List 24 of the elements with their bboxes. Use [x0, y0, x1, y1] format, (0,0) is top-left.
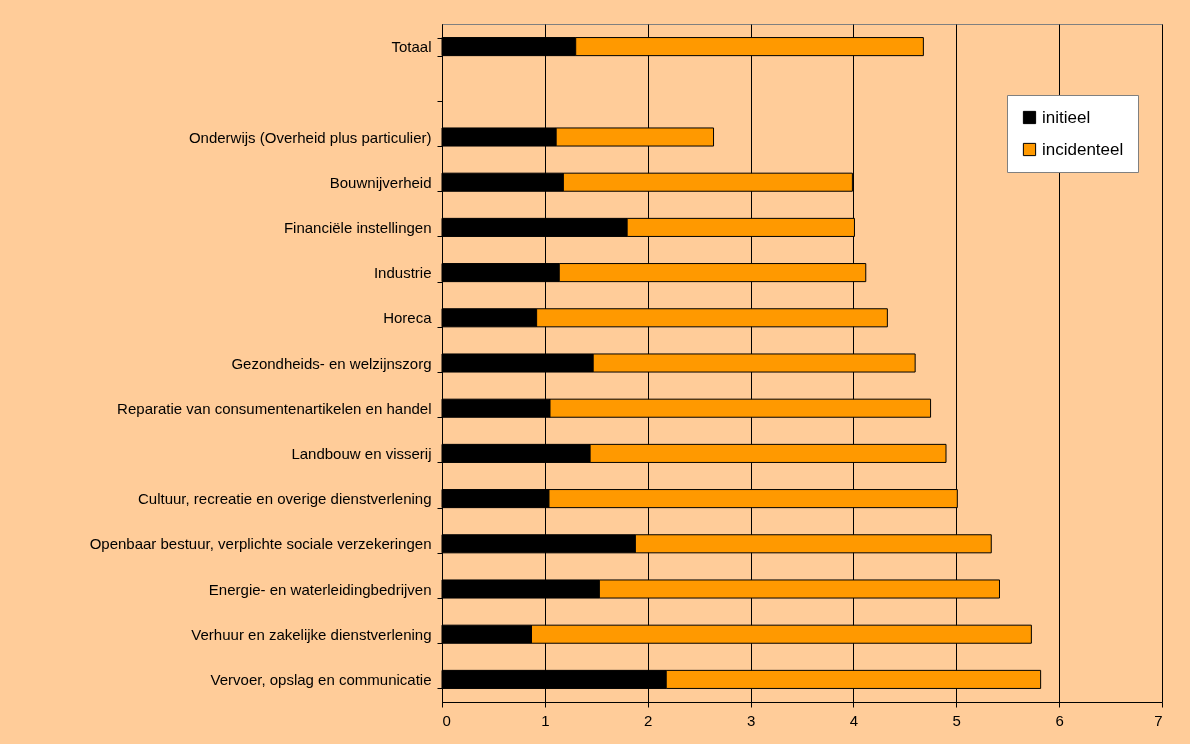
- x-tick-label: 5: [952, 711, 961, 729]
- legend-label: initieel: [1042, 107, 1091, 127]
- y-tick-label: Cultuur, recreatie en overige dienstverlening: [137, 490, 432, 508]
- x-tick-label: 4: [849, 711, 859, 729]
- y-tick-label: Financiële instellingen: [283, 218, 432, 236]
- x-tick-label: 1: [541, 711, 550, 729]
- y-tick-label: Reparatie van consumentenartikelen en handel: [117, 399, 432, 417]
- x-tick-label: 0: [442, 711, 451, 729]
- y-tick-label: Vervoer, opslag en communicatie: [210, 670, 432, 688]
- y-tick-label: Energie- en waterleidingbedrijven: [208, 580, 432, 598]
- y-tick-label: Onderwijs (Overheid plus particulier): [188, 128, 432, 146]
- y-tick-label: Verhuur en zakelijke dienstverlening: [191, 625, 432, 643]
- y-tick-label: Horeca: [383, 309, 433, 327]
- x-tick-label: 6: [1055, 711, 1064, 729]
- x-tick-label: 7: [1154, 711, 1163, 729]
- x-tick-label: 3: [746, 711, 756, 729]
- y-tick-label: Openbaar bestuur, verplichte sociale verzekeringen: [89, 535, 432, 553]
- y-tick-label: Gezondheids- en welzijnszorg: [231, 354, 432, 372]
- y-tick-label: Totaal: [391, 38, 432, 56]
- y-tick-label: Landbouw en visserij: [291, 444, 432, 462]
- legend-label: incidenteel: [1042, 139, 1124, 159]
- y-tick-label: Bouwnijverheid: [329, 173, 432, 191]
- y-tick-label: Industrie: [373, 264, 432, 282]
- x-tick-label: 2: [644, 711, 653, 729]
